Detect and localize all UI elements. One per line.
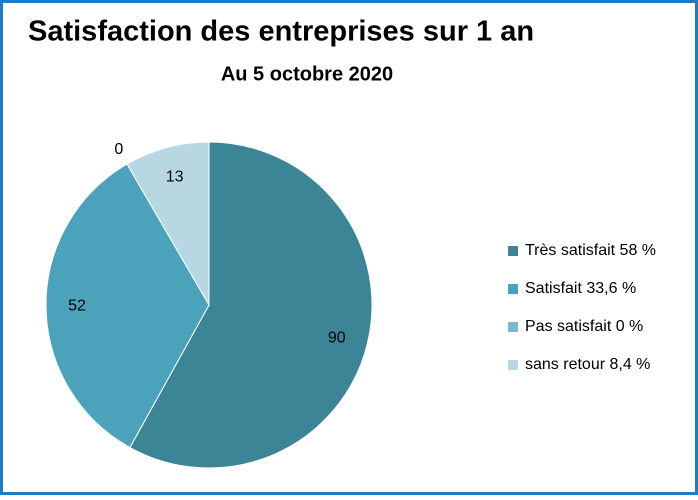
data-label: 13 [166, 169, 184, 186]
legend-label: sans retour 8,4 % [525, 356, 650, 373]
data-label: 52 [68, 298, 86, 315]
legend-label: Satisfait 33,6 % [525, 280, 636, 297]
legend-swatch [508, 284, 518, 294]
pie-slice [129, 141, 373, 469]
data-label: 90 [328, 329, 346, 346]
legend-swatch [508, 360, 518, 370]
chart-subtitle: Au 5 octobre 2020 [221, 63, 393, 85]
pie-slice [45, 163, 210, 449]
legend-swatch [508, 322, 518, 332]
legend-swatch [508, 246, 518, 256]
legend-label: Pas satisfait 0 % [525, 318, 643, 335]
chart-title: Satisfaction des entreprises sur 1 an [28, 16, 534, 48]
data-label: 0 [114, 141, 123, 158]
legend-label: Très satisfait 58 % [525, 242, 656, 259]
pie-slice [126, 141, 210, 307]
